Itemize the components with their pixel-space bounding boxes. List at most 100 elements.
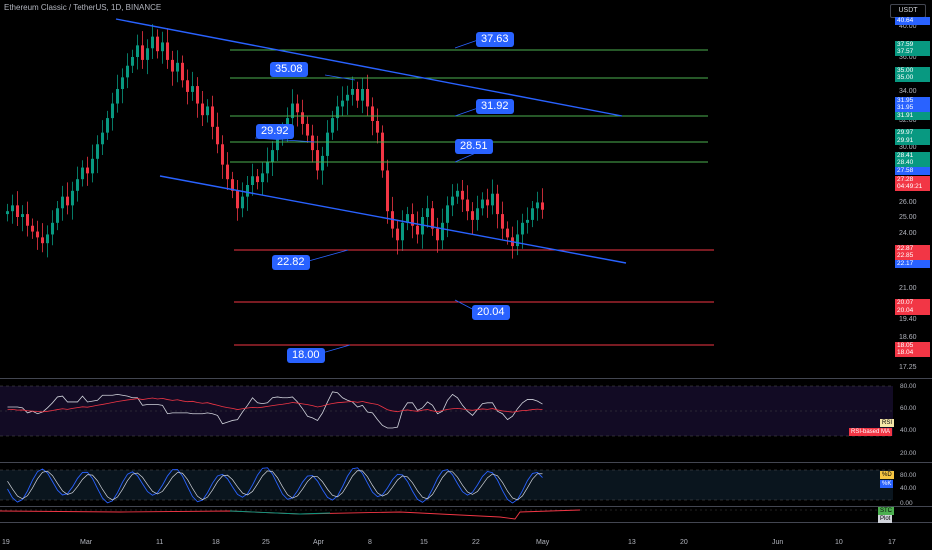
stoch-rsi-pane[interactable]: [0, 464, 893, 506]
candle-body: [206, 106, 209, 116]
candle-body: [491, 193, 494, 206]
price-tag: 04:49:21: [895, 183, 930, 191]
price-tag: 29.91: [895, 137, 930, 145]
pane-divider[interactable]: [0, 522, 932, 523]
pane-divider[interactable]: [0, 462, 932, 463]
candle-body: [201, 103, 204, 116]
candle-body: [366, 89, 369, 107]
price-level-label: 20.04: [472, 305, 510, 320]
currency-selector[interactable]: USDT: [890, 4, 926, 18]
candle-body: [506, 228, 509, 238]
candle-body: [146, 48, 149, 60]
candle-body: [86, 167, 89, 174]
chart-title: Ethereum Classic / TetherUS, 1D, BINANCE: [4, 3, 162, 12]
candle-body: [516, 234, 519, 247]
candle-body: [316, 150, 319, 171]
price-tag: 20.07: [895, 299, 930, 307]
price-tag: 31.95: [895, 104, 930, 112]
candle-body: [186, 80, 189, 92]
candle-body: [106, 118, 109, 133]
candle-body: [101, 132, 104, 145]
callout-leader-line: [304, 249, 349, 263]
price-chart[interactable]: [0, 0, 893, 378]
stc-plot-legend: Plot: [878, 515, 893, 523]
price-level-label: 18.00: [287, 348, 325, 363]
candle-body: [271, 150, 274, 162]
candle-body: [211, 106, 214, 127]
candle-body: [261, 173, 264, 183]
candle-body: [46, 234, 49, 244]
price-tag: 28.40: [895, 159, 930, 167]
time-tick-label: 8: [368, 539, 372, 546]
candle-body: [301, 112, 304, 124]
candle-body: [341, 100, 344, 107]
rsi-line: [7, 391, 543, 429]
price-level-label: 28.51: [455, 139, 493, 154]
stc-line: [0, 509, 581, 520]
candle-body: [96, 144, 99, 159]
candle-body: [356, 89, 359, 101]
candle-body: [126, 65, 129, 78]
stc-pane[interactable]: [0, 508, 893, 522]
candle-body: [336, 106, 339, 119]
price-tag: 18.05: [895, 342, 930, 350]
candle-body: [276, 138, 279, 151]
candle-body: [216, 126, 219, 145]
candle-body: [161, 42, 164, 52]
price-level-label: 35.08: [270, 62, 308, 77]
pane-divider[interactable]: [0, 506, 932, 507]
candle-body: [21, 214, 24, 217]
candle-body: [501, 214, 504, 229]
time-axis[interactable]: 19 Mar 11 18 25 Apr 8 15 22 May 13 20 Jun 10 17: [0, 537, 932, 550]
candle-body: [421, 217, 424, 235]
candle-body: [251, 176, 254, 185]
stoch-tick-label: 80.00: [900, 472, 917, 479]
candle-body: [521, 222, 524, 235]
pane-divider[interactable]: [0, 378, 932, 379]
candle-body: [66, 196, 69, 206]
stoch-tick-label: 40.00: [900, 485, 917, 492]
price-tick-label: 34.00: [899, 88, 917, 95]
price-tick-label: 26.00: [899, 199, 917, 206]
candle-body: [386, 170, 389, 212]
time-tick-label: 22: [472, 539, 480, 546]
stoch-d-line: [7, 470, 543, 501]
price-tag: 35.00: [895, 67, 930, 75]
stoch-d-legend: %D: [880, 471, 894, 479]
candle-body: [71, 190, 74, 206]
rsi-tick-label: 60.00: [900, 405, 917, 412]
candle-body: [56, 208, 59, 223]
candle-body: [471, 211, 474, 220]
candle-body: [291, 103, 294, 119]
candle-body: [296, 103, 299, 113]
candle-body: [431, 208, 434, 229]
price-tag: 20.04: [895, 307, 930, 315]
candle-body: [306, 123, 309, 136]
candle-body: [456, 190, 459, 197]
candle-body: [326, 132, 329, 156]
candle-body: [371, 106, 374, 121]
channel-upper-trendline: [115, 18, 623, 117]
candle-body: [476, 208, 479, 220]
candle-body: [466, 199, 469, 212]
price-level-label: 37.63: [476, 32, 514, 47]
candle-body: [61, 196, 64, 209]
price-axis[interactable]: 40.0036.0034.0032.0030.0028.0026.0025.00…: [893, 17, 932, 377]
candle-body: [181, 62, 184, 81]
candle-body: [441, 222, 444, 241]
candle-body: [331, 118, 334, 133]
candle-body: [526, 219, 529, 223]
rsi-pane[interactable]: [0, 380, 893, 462]
candle-body: [246, 185, 249, 197]
price-tick-label: 18.60: [899, 334, 917, 341]
candle-body: [156, 36, 159, 52]
candle-body: [176, 62, 179, 72]
stoch-k-line: [7, 467, 543, 504]
candle-body: [31, 225, 34, 232]
callout-leader-line: [321, 344, 351, 354]
candle-body: [426, 208, 429, 217]
candle-body: [171, 59, 174, 72]
price-tag: 22.17: [895, 260, 930, 268]
price-tick-label: 32.00: [899, 117, 917, 124]
candle-body: [136, 45, 139, 57]
